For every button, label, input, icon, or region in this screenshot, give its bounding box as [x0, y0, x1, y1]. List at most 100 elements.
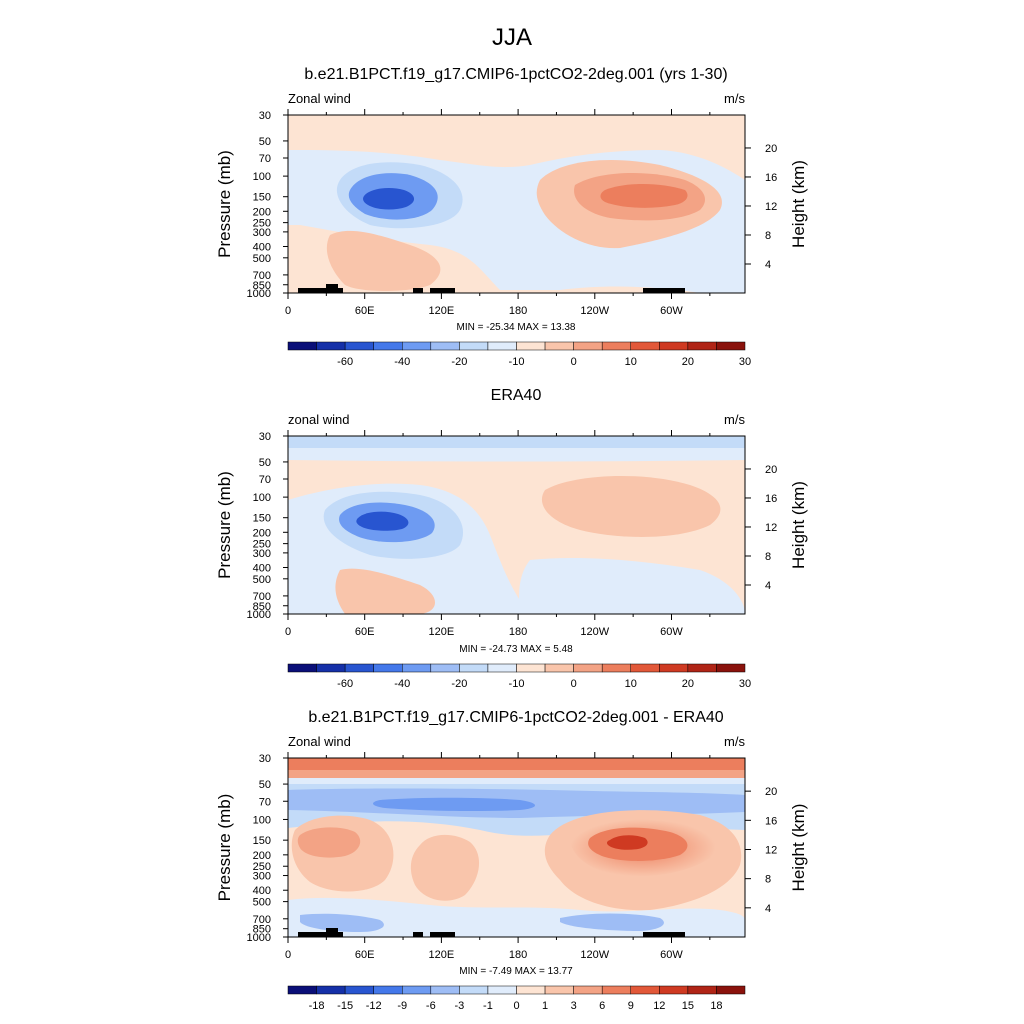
colorbar-swatch [459, 985, 489, 995]
panel-3-terrain-5 [643, 932, 685, 937]
colorbar-swatch [316, 663, 346, 673]
panel-3-terrain [298, 932, 343, 937]
panel-3: b.e21.B1PCT.f19_g17.CMIP6-1pctCO2-2deg.0… [215, 709, 808, 1012]
x-tick-label: 120W [580, 949, 609, 961]
colorbar-swatch [344, 663, 374, 673]
y-tick-label: 300 [253, 871, 271, 883]
x-tick-label: 180 [509, 949, 527, 961]
colorbar-swatch [687, 985, 717, 995]
colorbar-label: -12 [366, 1000, 382, 1012]
y-tick-label: 500 [253, 253, 271, 265]
colorbar-swatch [373, 663, 403, 673]
colorbar-swatch [659, 341, 689, 351]
colorbar-swatch [573, 663, 603, 673]
panel-3-terrain-2 [326, 928, 338, 932]
x-tick-label: 0 [285, 626, 291, 638]
y-tick-label: 200 [253, 206, 271, 218]
colorbar-swatch [601, 985, 631, 995]
x-tick-label: 120E [429, 305, 455, 317]
y2-tick-label: 4 [765, 259, 771, 271]
panel-2: ERA40 zonal wind m/s 0 60E 120E 180 120W 60W 3… [215, 387, 808, 690]
y-tick-label: 70 [259, 153, 271, 165]
y2-tick-label: 16 [765, 493, 777, 505]
colorbar-label: -15 [337, 1000, 353, 1012]
colorbar-swatch [344, 341, 374, 351]
y2-tick-label: 12 [765, 522, 777, 534]
colorbar-swatch [630, 985, 660, 995]
panel-1-pos-lower [326, 230, 441, 291]
colorbar-swatch [687, 341, 717, 351]
panel-3-pos-east-inner [606, 835, 648, 850]
colorbar-label: 18 [710, 1000, 722, 1012]
y-tick-label: 150 [253, 835, 271, 847]
panel-3-title: b.e21.B1PCT.f19_g17.CMIP6-1pctCO2-2deg.0… [308, 709, 723, 726]
y-tick-label: 1000 [247, 609, 271, 621]
y-tick-label: 50 [259, 457, 271, 469]
panel-2-pos-core [541, 475, 721, 537]
y2-tick-label: 8 [765, 551, 771, 563]
colorbar-label: -40 [394, 356, 410, 368]
colorbar-label: 30 [739, 678, 751, 690]
panel-1-pos-core-inner [600, 184, 688, 208]
y-tick-label: 250 [253, 861, 271, 873]
panel-2-right-label: m/s [724, 412, 745, 427]
y2-axis-label: Height (km) [789, 804, 808, 892]
colorbar-label: 20 [682, 678, 694, 690]
y2-tick-label: 4 [765, 580, 771, 592]
colorbar-label: -10 [509, 356, 525, 368]
panel-2-colorbar: -60 -40 -20 -10 0 10 20 30 [287, 663, 751, 690]
colorbar-swatch [287, 985, 317, 995]
panel-1-terrain-2 [326, 284, 338, 288]
colorbar-label: -3 [454, 1000, 464, 1012]
x-tick-label: 0 [285, 949, 291, 961]
panel-3-frame [287, 757, 746, 938]
y-tick-label: 100 [253, 814, 271, 826]
panel-3-terrain-4 [430, 932, 455, 937]
panel-1-terrain [298, 288, 343, 293]
panel-3-pos-west-core [297, 827, 361, 858]
colorbar-swatch [487, 985, 517, 995]
panel-3-left-label: Zonal wind [288, 734, 351, 749]
y-tick-label: 70 [259, 474, 271, 486]
colorbar-label: 10 [625, 356, 637, 368]
colorbar-swatch [459, 663, 489, 673]
colorbar-swatch [601, 341, 631, 351]
x-tick-label: 60W [660, 305, 683, 317]
colorbar-label: 10 [625, 678, 637, 690]
y2-tick-label: 12 [765, 201, 777, 213]
y2-tick-label: 16 [765, 815, 777, 827]
y-axis-label: Pressure (mb) [215, 150, 234, 258]
colorbar-swatch [659, 985, 689, 995]
y-tick-label: 850 [253, 280, 271, 292]
y-tick-label: 30 [259, 431, 271, 443]
panel-1-field [288, 115, 745, 293]
colorbar-swatch [544, 663, 574, 673]
y-tick-label: 250 [253, 218, 271, 230]
panel-1-terrain-4 [430, 288, 455, 293]
x-tick-label: 120E [429, 949, 455, 961]
panel-2-stats: MIN = -24.73 MAX = 5.48 [459, 644, 573, 655]
y-tick-label: 400 [253, 241, 271, 253]
colorbar-swatch [659, 663, 689, 673]
colorbar-label: 3 [571, 1000, 577, 1012]
colorbar-label: -6 [426, 1000, 436, 1012]
x-tick-label: 60E [355, 949, 375, 961]
colorbar-label: 20 [682, 356, 694, 368]
x-tick-label: 120W [580, 626, 609, 638]
colorbar-label: -40 [394, 678, 410, 690]
y2-tick-label: 16 [765, 172, 777, 184]
y-tick-label: 250 [253, 539, 271, 551]
y-tick-label: 400 [253, 885, 271, 897]
y-tick-label: 700 [253, 914, 271, 926]
colorbar-label: 0 [571, 678, 577, 690]
y-tick-label: 50 [259, 779, 271, 791]
y-tick-label: 850 [253, 601, 271, 613]
colorbar-label: 0 [571, 356, 577, 368]
y-tick-label: 30 [259, 110, 271, 122]
panel-2-frame [287, 435, 746, 615]
panel-3-top-band-2 [288, 770, 745, 778]
panel-2-top-fade [288, 448, 745, 462]
